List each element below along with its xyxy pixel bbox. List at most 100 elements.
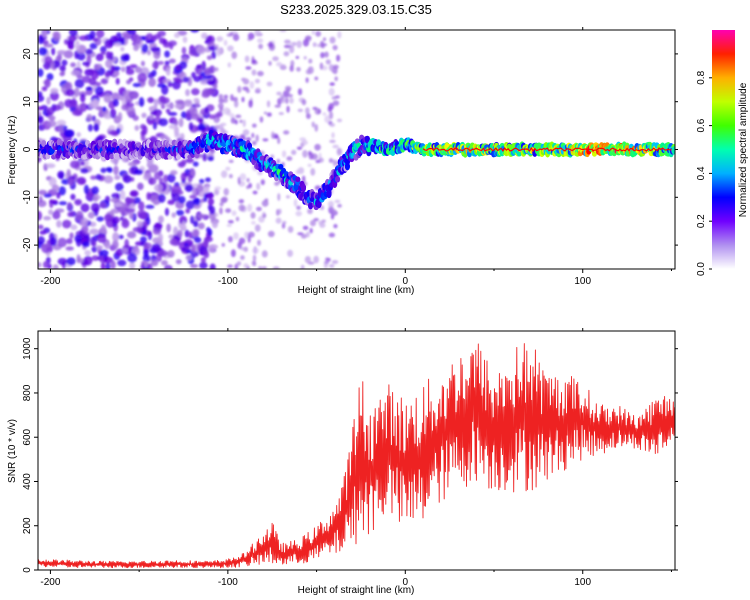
noise-blob (272, 266, 280, 269)
noise-blob (315, 159, 321, 163)
noise-blob (201, 32, 208, 39)
noise-blob (292, 41, 297, 46)
noise-blob (204, 185, 210, 193)
noise-blob (38, 110, 42, 117)
y-tick-label: 200 (22, 517, 33, 534)
noise-blob (76, 254, 81, 264)
noise-blob (295, 55, 300, 60)
noise-blob (137, 182, 144, 191)
noise-blob (43, 193, 52, 198)
noise-blob (74, 198, 82, 206)
noise-blob (103, 93, 112, 103)
noise-blob (41, 243, 51, 248)
noise-blob (182, 76, 190, 83)
noise-blob (196, 45, 206, 55)
noise-blob (167, 199, 175, 205)
noise-blob (41, 86, 48, 92)
noise-blob (164, 207, 170, 217)
noise-blob (161, 97, 170, 104)
noise-blob (264, 198, 269, 202)
noise-blob (110, 64, 115, 75)
noise-blob (67, 211, 74, 217)
noise-blob (329, 111, 334, 120)
noise-blob (148, 177, 157, 185)
noise-blob (99, 201, 107, 209)
noise-blob (302, 39, 310, 47)
noise-blob (184, 184, 194, 192)
noise-blob (146, 217, 151, 226)
noise-blob (189, 263, 199, 269)
y-tick-label: 1000 (22, 337, 33, 360)
noise-blob (91, 186, 99, 195)
noise-blob (212, 84, 218, 89)
noise-blob (171, 192, 181, 202)
noise-blob (268, 60, 272, 66)
noise-blob (324, 51, 329, 58)
noise-blob (249, 81, 255, 89)
noise-blob (175, 259, 182, 265)
noise-blob (177, 229, 183, 238)
noise-blob (192, 161, 199, 167)
noise-blob (133, 34, 142, 45)
noise-blob (170, 170, 178, 176)
noise-blob (215, 47, 222, 55)
noise-blob (189, 106, 196, 115)
noise-blob (95, 174, 102, 181)
noise-blob (228, 159, 234, 163)
noise-blob (67, 178, 75, 186)
noise-blob (114, 182, 124, 192)
noise-blob (175, 79, 184, 84)
noise-blob (258, 215, 265, 223)
noise-blob (287, 225, 294, 233)
ridge-point (334, 175, 341, 183)
noise-blob (56, 49, 67, 55)
noise-blob (313, 217, 319, 222)
noise-blob (154, 222, 163, 230)
noise-blob (165, 265, 171, 269)
noise-blob (223, 94, 229, 99)
x-tick-label: -100 (218, 276, 238, 287)
noise-blob (64, 82, 71, 90)
noise-blob (168, 58, 176, 64)
ridge-point (278, 164, 284, 170)
noise-blob (315, 30, 322, 37)
noise-blob (278, 208, 282, 215)
noise-blob (129, 261, 136, 269)
noise-blob (52, 264, 59, 269)
x-tick-label: -100 (218, 577, 238, 588)
noise-blob (254, 224, 261, 232)
noise-blob (38, 224, 44, 230)
y-tick-label: 600 (22, 428, 33, 445)
noise-blob (129, 92, 138, 99)
noise-blob (105, 262, 111, 269)
noise-blob (49, 199, 58, 204)
noise-blob (45, 163, 56, 169)
noise-blob (48, 177, 57, 187)
noise-blob (63, 129, 74, 138)
noise-blob (97, 233, 107, 243)
noise-blob (166, 223, 171, 233)
noise-blob (328, 87, 335, 96)
noise-blob (174, 103, 182, 109)
noise-blob (165, 67, 171, 76)
noise-blob (301, 99, 307, 106)
noise-blob (127, 252, 138, 263)
noise-blob (207, 244, 216, 253)
noise-blob (96, 135, 104, 142)
noise-blob (219, 207, 223, 215)
noise-blob (141, 43, 149, 53)
spectrogram-ridge (38, 129, 675, 211)
noise-blob (185, 89, 190, 97)
noise-blob (151, 243, 161, 252)
noise-blob (69, 232, 74, 239)
noise-blob (48, 209, 54, 215)
noise-blob (246, 177, 250, 183)
noise-blob (314, 124, 319, 132)
noise-blob (334, 95, 341, 99)
noise-blob (56, 119, 67, 127)
noise-blob (59, 71, 65, 77)
noise-blob (252, 254, 257, 262)
noise-blob (197, 222, 205, 230)
noise-blob (257, 239, 261, 246)
noise-blob (44, 78, 51, 88)
